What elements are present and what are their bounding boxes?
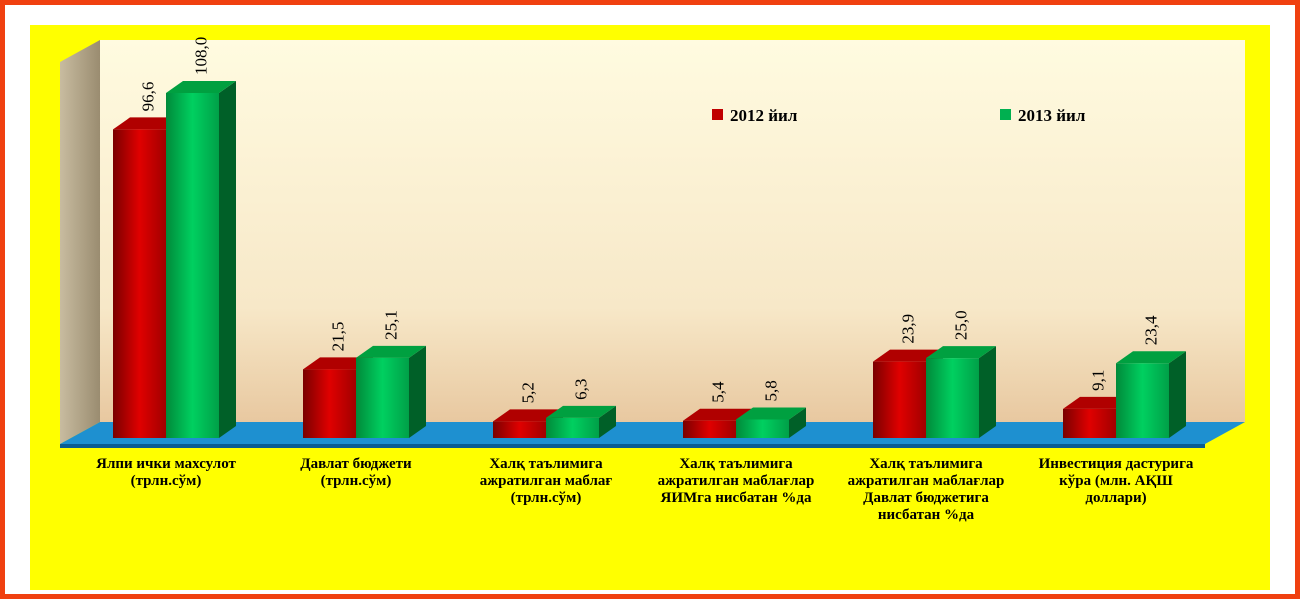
bar-top bbox=[303, 357, 373, 370]
bar bbox=[873, 361, 926, 438]
legend-swatch bbox=[1000, 109, 1011, 120]
bar-side bbox=[1169, 351, 1186, 438]
legend-swatch bbox=[712, 109, 723, 120]
bar-top bbox=[546, 405, 616, 418]
value-label: 23,4 bbox=[1142, 315, 1161, 345]
bar-top bbox=[1063, 396, 1133, 409]
side-wall bbox=[60, 40, 100, 444]
bar-top bbox=[736, 407, 806, 420]
legend-label: 2012 йил bbox=[730, 106, 798, 125]
bar-top bbox=[683, 408, 753, 421]
bar-top bbox=[356, 345, 426, 358]
value-label: 108,0 bbox=[192, 37, 211, 75]
bar bbox=[736, 419, 789, 438]
bar bbox=[546, 417, 599, 438]
value-label: 21,5 bbox=[329, 322, 348, 352]
value-label: 5,8 bbox=[762, 380, 781, 401]
bar-side bbox=[599, 405, 616, 438]
floor-edge bbox=[60, 444, 1205, 448]
bar-top bbox=[1116, 351, 1186, 364]
bar bbox=[1116, 363, 1169, 438]
value-label: 5,4 bbox=[709, 381, 728, 403]
bar-top bbox=[113, 117, 183, 130]
value-label: 6,3 bbox=[572, 379, 591, 400]
bar-side bbox=[979, 346, 996, 438]
bar bbox=[926, 358, 979, 438]
back-wall bbox=[100, 40, 1245, 422]
value-label: 9,1 bbox=[1089, 370, 1108, 391]
x-tick-label: Халқ таълимига ажратилган маблағ (трлн.с… bbox=[479, 456, 613, 506]
bar bbox=[303, 369, 356, 438]
bar bbox=[166, 93, 219, 438]
value-label: 5,2 bbox=[519, 382, 538, 403]
bar bbox=[493, 421, 546, 438]
bar-side bbox=[789, 407, 806, 438]
bar-side bbox=[219, 81, 236, 438]
bar-top bbox=[166, 81, 236, 93]
bar-top bbox=[493, 409, 563, 422]
bar-top bbox=[926, 346, 996, 359]
value-label: 96,6 bbox=[139, 82, 158, 112]
value-label: 25,1 bbox=[382, 310, 401, 340]
bar bbox=[1063, 408, 1116, 438]
bar bbox=[356, 357, 409, 438]
value-label: 23,9 bbox=[899, 314, 918, 344]
bar-top bbox=[873, 349, 943, 362]
value-label: 25,0 bbox=[952, 310, 971, 340]
x-tick-label: Ялпи ички махсулот (трлн.сўм) bbox=[96, 456, 236, 489]
legend-label: 2013 йил bbox=[1018, 106, 1086, 125]
x-tick-label: Халқ таълимига ажратилган маблағлар ЯИМг… bbox=[657, 456, 815, 506]
x-tick-label: Халқ таълимига ажратилган маблағлар Давл… bbox=[847, 456, 1005, 523]
x-tick-label: Давлат бюджети (трлн.сўм) bbox=[300, 456, 412, 489]
x-tick-label: Инвестиция дастурига кўра (млн. АҚШ долл… bbox=[1038, 456, 1194, 506]
bar-side bbox=[409, 345, 426, 438]
bar bbox=[113, 129, 166, 438]
bar bbox=[683, 420, 736, 438]
